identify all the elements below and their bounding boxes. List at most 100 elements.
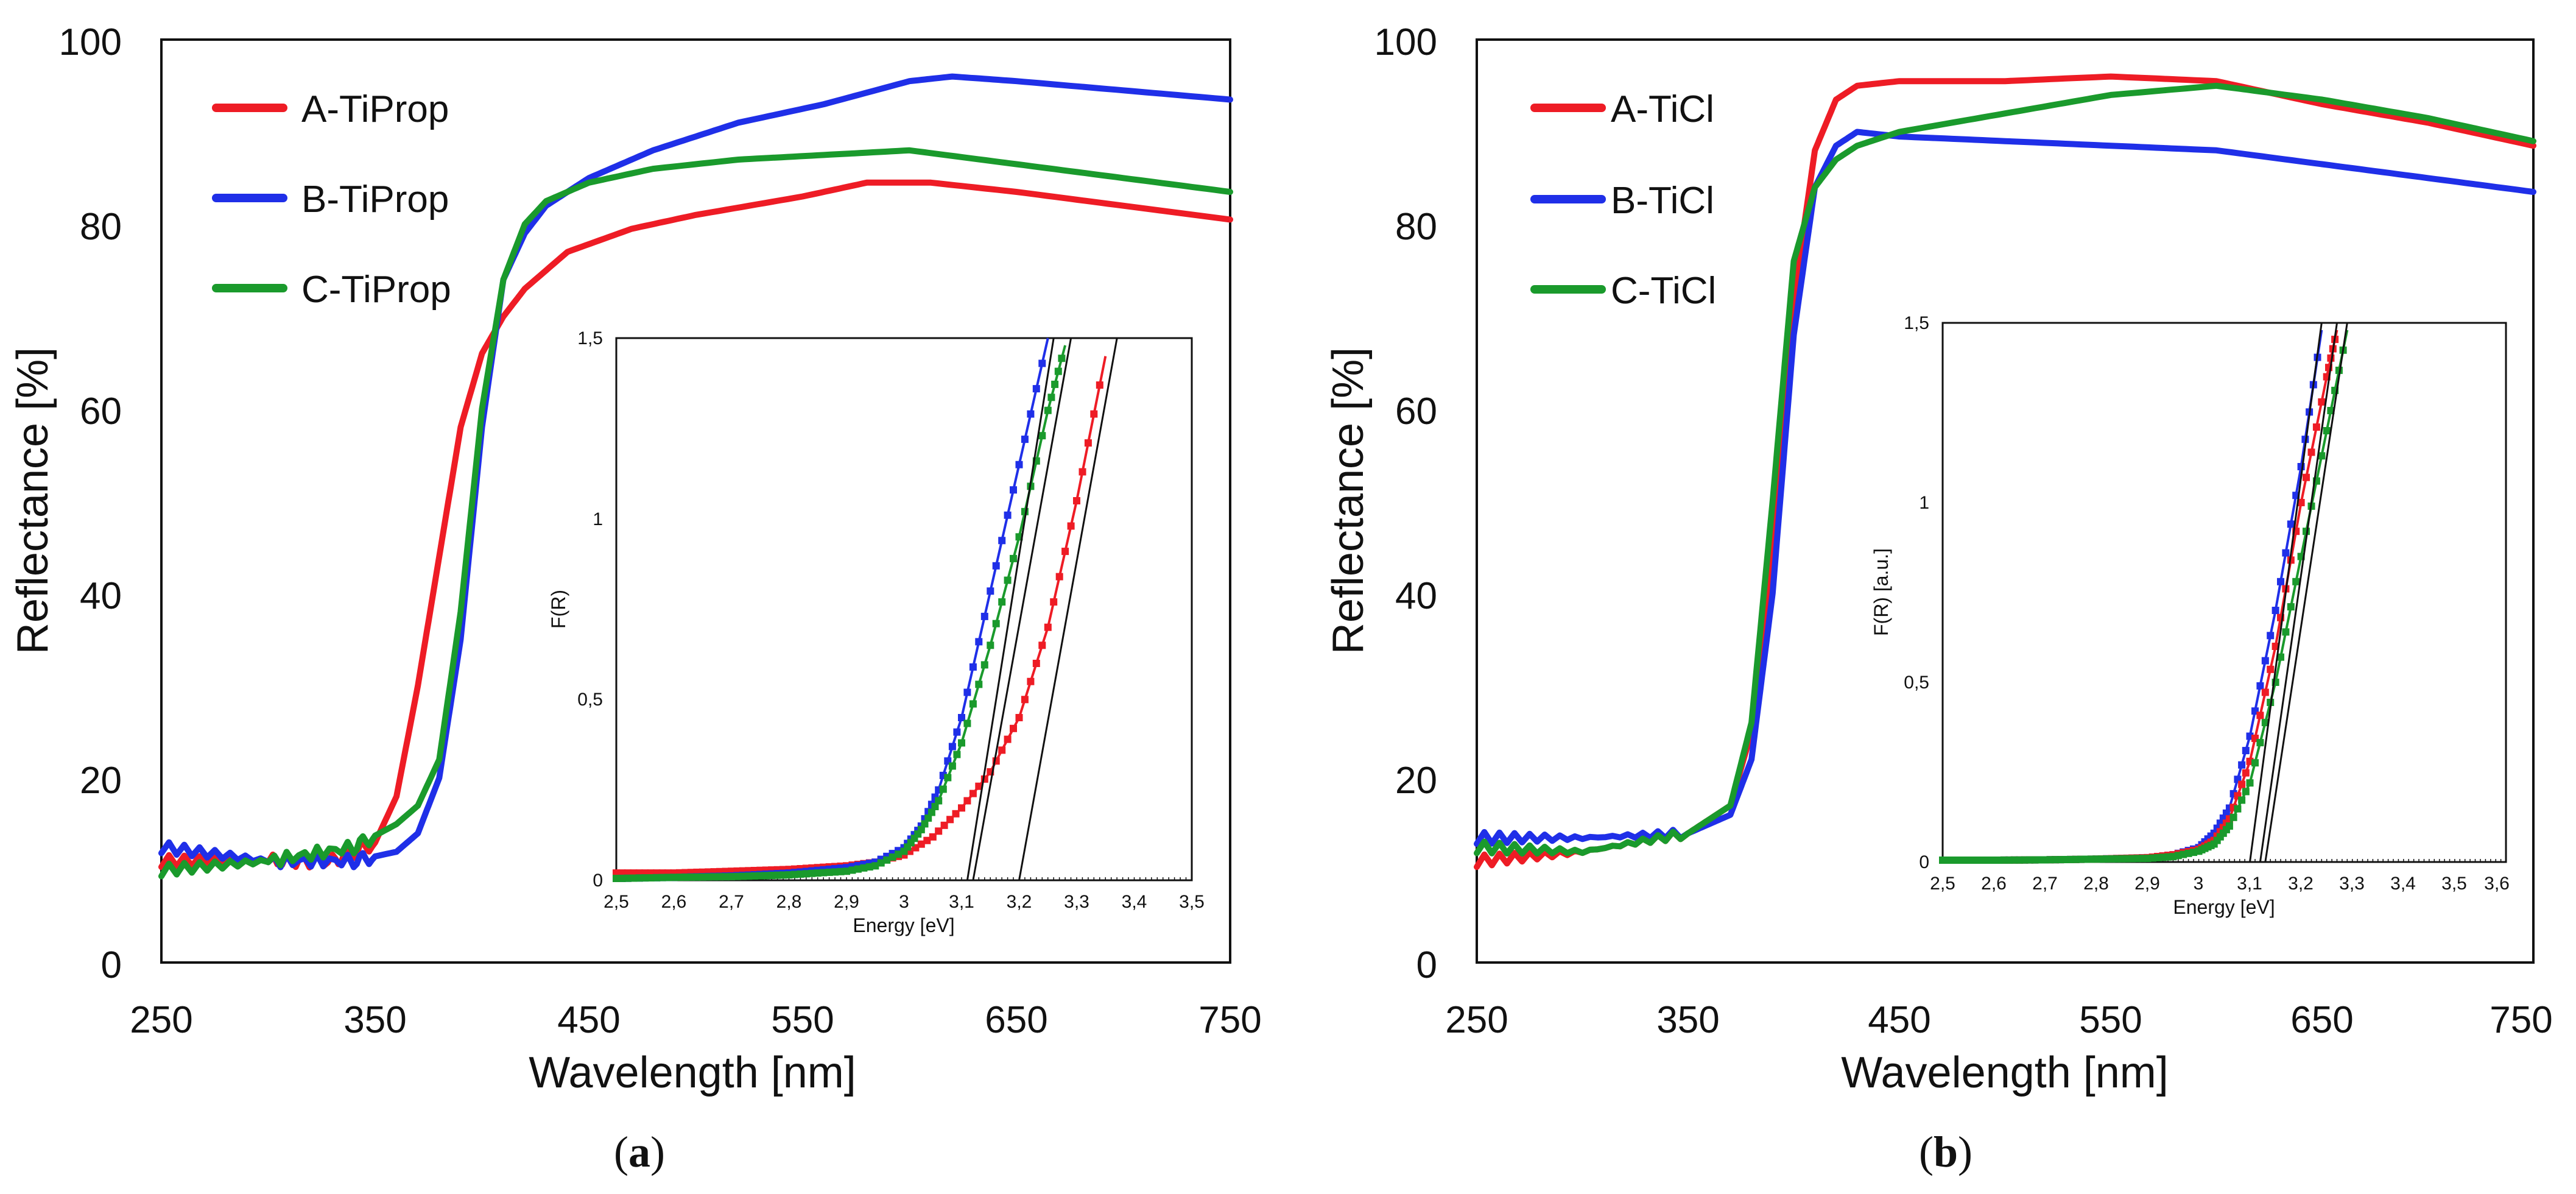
panel-b-inset-series-c-marker [2323, 427, 2331, 434]
panel-b: 0 20 40 60 80 100 250 350 450 550 650 75… [1324, 21, 2553, 1176]
panel-a-inset-series-a-marker [1044, 623, 1052, 631]
panel-b-inset-series-c-marker [2256, 739, 2264, 747]
panel-a-inset-series-c-marker [722, 873, 730, 881]
panel-b-legend-entry-a: A-TiCl [1530, 88, 1714, 130]
panel-b-legend-label-b: B-TiCl [1611, 180, 1714, 222]
panel-a-inset-series-a-marker [1050, 598, 1058, 606]
panel-b-xtick: 450 [1868, 999, 1930, 1041]
panel-b-ytick: 20 [1395, 760, 1437, 802]
panel-a-inset-series-c-marker [969, 700, 977, 708]
panel-b-inset-series-c-marker [2282, 628, 2290, 636]
panel-a-inset-fit-line-a [1018, 337, 1118, 881]
panel-a-inset-series-c-marker [975, 680, 983, 688]
panel-a-inset-series-c-marker [939, 785, 947, 793]
panel-a-inset-xtick: 2,9 [834, 892, 859, 912]
panel-a-inset-xtick: 3,4 [1122, 892, 1147, 912]
panel-b-inset-x-axis-title: Energy [eV] [2173, 896, 2275, 918]
panel-a-inset-series-c-marker [848, 866, 856, 874]
panel-a-inset-series-c-marker [889, 853, 896, 861]
panel-a-y-tick-labels: 0 20 40 60 80 100 [59, 21, 122, 986]
panel-a-inset-series-a-marker [929, 833, 937, 841]
panel-a-inset-xtick: 3,1 [949, 892, 974, 912]
panel-a-inset-series-c-marker [773, 871, 781, 879]
panel-b-inset-series-c-marker [2318, 452, 2326, 460]
panel-a-inset-series-c-marker [739, 872, 747, 880]
panel-a-inset-series-c-marker [814, 869, 822, 877]
panel-a-inset-series-b-marker [1004, 511, 1012, 519]
panel-a-inset-series-a-marker [998, 746, 1006, 754]
panel-a-inset-series-c-marker [992, 620, 1000, 627]
panel-a-inset-series-c-marker [808, 869, 816, 877]
panel-a-inset-series-c-marker [944, 774, 952, 782]
panel-b-inset-series-a-marker [2261, 688, 2269, 696]
panel-a-inset-series-c-marker [860, 864, 868, 872]
panel-a-inset-series-c-marker [681, 874, 689, 881]
panel-a-inset-series-c-marker [705, 873, 713, 881]
panel-b-ytick: 100 [1374, 21, 1437, 63]
panel-b-inset-ytick: 0,5 [1904, 673, 1929, 693]
panel-a-caption-letter: a [628, 1128, 650, 1176]
panel-a-inset-xtick: 2,6 [661, 892, 687, 912]
panel-a-inset-series-c-marker [797, 870, 804, 878]
panel-a-inset-series-c-marker [670, 874, 678, 881]
panel-b-inset-fit-line-c [2264, 322, 2348, 863]
panel-a-inset-series-b-marker [975, 638, 983, 646]
panel-b-legend-label-a: A-TiCl [1611, 88, 1714, 130]
panel-a-inset-series-c-marker [693, 873, 701, 881]
panel-b-y-tick-labels: 0 20 40 60 80 100 [1374, 21, 1437, 986]
panel-a-inset-ytick: 1 [593, 509, 603, 529]
panel-b-inset-xtick: 3,3 [2339, 874, 2365, 894]
panel-a-ytick: 20 [80, 760, 122, 802]
panel-a-inset-ytick: 0 [593, 871, 603, 891]
panel-b-inset-xtick: 2,6 [1981, 874, 2007, 894]
panel-a-inset-ytick: 0,5 [577, 690, 603, 710]
panel-a-inset-x-axis-title: Energy [eV] [853, 914, 954, 936]
panel-b-legend-entry-b: B-TiCl [1530, 180, 1714, 222]
panel-a-inset-series-c-marker [1038, 432, 1046, 440]
panel-a-inset-series-c-marker [762, 872, 770, 880]
panel-a-inset-series-a-marker [1027, 677, 1035, 685]
panel-a-inset-y-tick-labels: 0 0,5 1 1,5 [577, 328, 603, 891]
panel-a-inset-series-c-marker [1047, 394, 1055, 401]
panel-a-inset-series-c-marker [745, 872, 753, 880]
panel-a-xtick: 450 [557, 999, 620, 1041]
panel-a-inset-series-c-marker [935, 797, 943, 805]
panel-a-inset-series-c-marker [790, 871, 798, 878]
panel-a-x-tick-labels: 250 350 450 550 650 750 [130, 999, 1261, 1041]
panel-a-inset-series-c-marker [953, 751, 961, 758]
panel-b-inset-fit-lines [2249, 322, 2348, 863]
panel-a-legend-label-b: B-TiProp [301, 178, 449, 221]
panel-a-inset-series-b-marker [980, 612, 988, 620]
panel-a-inset-series-c-marker [917, 825, 925, 833]
panel-a-legend-entry-c: C-TiProp [212, 269, 451, 311]
panel-a-xtick: 350 [343, 999, 406, 1041]
panel-a-inset-series-c-marker [837, 867, 845, 875]
panel-b-xtick: 250 [1445, 999, 1508, 1041]
panel-b-inset-xtick: 2,8 [2083, 874, 2109, 894]
panel-a-inset-series-c-marker [931, 803, 939, 810]
panel-a-inset-fit-line-b [966, 337, 1055, 881]
panel-b-inset-fit-line-b [2249, 322, 2323, 863]
panel-b-inset-series-c-marker [2225, 822, 2233, 830]
panel-a-inset-series-b-marker [953, 728, 961, 736]
panel-a-inset-series-a-marker [917, 840, 925, 848]
panel-b-x-tick-labels: 250 350 450 550 650 750 [1445, 999, 2552, 1041]
panel-a-inset-series-b-marker [948, 743, 956, 751]
panel-a-inset-xtick: 3,5 [1179, 892, 1205, 912]
panel-a-inset-series-c-marker [768, 872, 776, 879]
panel-b-ytick: 40 [1395, 575, 1437, 617]
panel-b-inset-series-c-marker [2242, 788, 2250, 796]
panel-b-ytick: 60 [1395, 390, 1437, 433]
panel-b-inset-xtick: 3 [2194, 874, 2204, 894]
panel-b-inset-series-a-marker [2307, 448, 2315, 456]
panel-a-ytick: 100 [59, 21, 122, 63]
panel-a-inset-xtick: 2,7 [719, 892, 744, 912]
panel-a-series-b-line [158, 73, 1233, 871]
panel-b-inset-series-c-marker [2251, 759, 2259, 767]
panel-b-legend-entry-c: C-TiCl [1530, 270, 1716, 312]
panel-b-inset-fit-line-a [2259, 322, 2338, 863]
panel-a-inset-series-c-marker [883, 856, 891, 864]
panel-b-inset-ytick: 1 [1919, 493, 1929, 513]
panel-a-inset-series-c-marker [998, 598, 1006, 606]
